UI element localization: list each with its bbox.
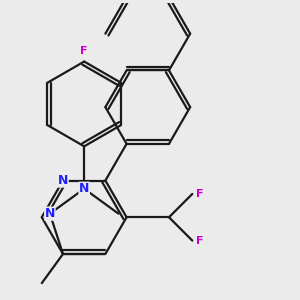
Text: F: F	[196, 236, 203, 246]
Text: F: F	[196, 189, 203, 199]
Text: N: N	[79, 182, 89, 195]
Text: N: N	[58, 174, 68, 187]
Text: F: F	[80, 46, 88, 56]
Text: N: N	[45, 207, 55, 220]
